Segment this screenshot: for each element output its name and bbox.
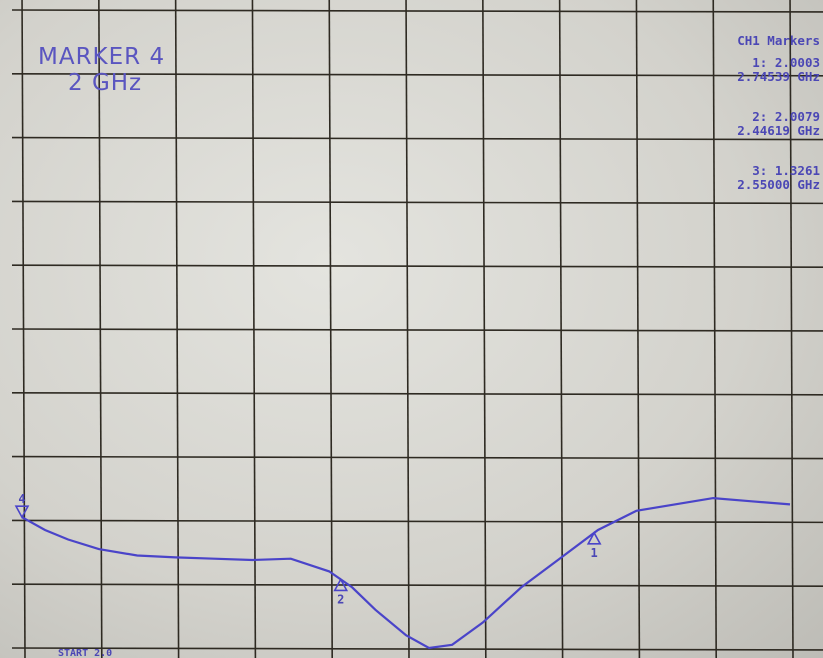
grid-line-vertical bbox=[328, 0, 334, 658]
grid-line-vertical bbox=[482, 0, 487, 658]
grid-line-horizontal bbox=[11, 73, 823, 77]
graticule bbox=[11, 0, 823, 658]
grid-line-horizontal bbox=[11, 391, 823, 396]
marker-readout-line2: 2 GHz bbox=[68, 70, 143, 96]
grid-line-horizontal bbox=[11, 264, 823, 268]
marker-entry-freq: 2.74539 GHz bbox=[737, 69, 820, 84]
marker-2-label: 2 bbox=[337, 592, 344, 606]
markers-panel-header: CH1 Markers bbox=[737, 33, 820, 48]
marker-entry-3: 3: 1.3261 2.55000 GHz bbox=[695, 164, 820, 192]
marker-1-icon bbox=[586, 531, 602, 545]
grid-line-horizontal bbox=[11, 583, 823, 587]
marker-4-label: 4 bbox=[18, 492, 25, 506]
grid-line-horizontal bbox=[11, 519, 823, 524]
grid-line-vertical bbox=[98, 0, 103, 658]
marker-entry-freq: 2.55000 GHz bbox=[737, 177, 820, 192]
grid-line-vertical bbox=[789, 0, 794, 658]
marker-readout-line1: MARKER 4 bbox=[38, 44, 166, 70]
grid-line-horizontal bbox=[11, 647, 823, 651]
grid-line-horizontal bbox=[11, 136, 823, 141]
trace-line bbox=[21, 496, 791, 650]
grid-line-horizontal bbox=[11, 9, 823, 13]
marker-entry-label: 3: 1.3261 bbox=[752, 163, 820, 178]
grid-line-horizontal bbox=[11, 455, 823, 460]
marker-2-icon bbox=[333, 577, 349, 592]
grid-line-vertical bbox=[405, 0, 410, 658]
grid-line-vertical bbox=[712, 0, 718, 658]
marker-entry-freq: 2.44619 GHz bbox=[737, 123, 820, 138]
grid-line-horizontal bbox=[11, 328, 823, 332]
marker-entry-1: 1: 2.0003 2.74539 GHz bbox=[695, 56, 820, 84]
markers-panel: CH1 Markers 1: 2.0003 2.74539 GHz 2: 2.0… bbox=[695, 34, 820, 218]
grid-line-vertical bbox=[251, 0, 257, 658]
marker-entry-label: 2: 2.0079 bbox=[752, 109, 820, 124]
marker-entry-2: 2: 2.0079 2.44619 GHz bbox=[695, 110, 820, 138]
grid-line-vertical bbox=[558, 0, 564, 658]
marker-1-label: 1 bbox=[591, 546, 598, 560]
grid-line-vertical bbox=[635, 0, 641, 658]
grid-line-vertical bbox=[174, 0, 180, 658]
grid-line-vertical bbox=[21, 0, 26, 658]
grid-line-horizontal bbox=[11, 200, 823, 205]
marker-entry-label: 1: 2.0003 bbox=[752, 55, 820, 70]
active-marker-readout: MARKER 4 2 GHz bbox=[38, 44, 165, 96]
marker-4-icon bbox=[14, 505, 30, 519]
start-frequency-label: START 2.0 bbox=[58, 648, 113, 658]
markers-layer: 1 2 4 bbox=[14, 492, 602, 606]
